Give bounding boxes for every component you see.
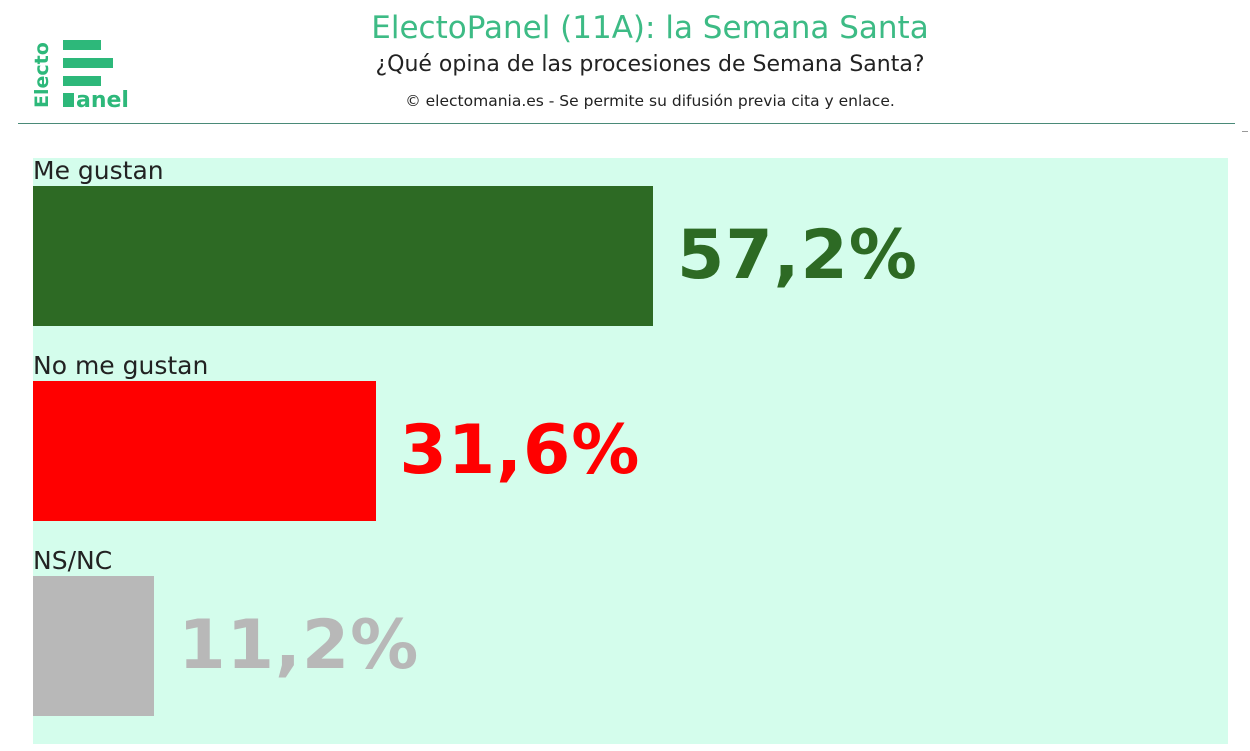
- logo-stripe-middle: [63, 58, 113, 68]
- value-label: 31,6%: [399, 411, 641, 490]
- bar: [33, 576, 155, 716]
- chart-plot-area: Me gustan 57,2% No me gustan 31,6% NS/NC 11,2…: [33, 158, 1228, 744]
- logo-horizontal-text: anel: [76, 88, 129, 112]
- chart-title: ElectoPanel (11A): la Semana Santa: [371, 10, 929, 46]
- value-label: 11,2%: [178, 606, 420, 685]
- category-label: No me gustan: [33, 351, 209, 380]
- electopanel-logo: Electo anel: [31, 40, 129, 112]
- bar: [33, 186, 653, 326]
- credit-line: © electomania.es - Se permite su difusió…: [405, 92, 895, 110]
- header-divider: [18, 123, 1235, 124]
- logo-stripe-bottom: [63, 76, 101, 86]
- category-label: Me gustan: [33, 158, 164, 185]
- bar: [33, 381, 376, 521]
- logo-square: [63, 93, 74, 107]
- chart-subtitle: ¿Qué opina de las procesiones de Semana …: [375, 52, 925, 77]
- category-label: NS/NC: [33, 546, 113, 575]
- logo-stripe-top: [63, 40, 101, 50]
- value-label: 57,2%: [677, 216, 918, 295]
- logo-vertical-text: Electo: [31, 42, 53, 108]
- edge-tick: [1242, 131, 1248, 132]
